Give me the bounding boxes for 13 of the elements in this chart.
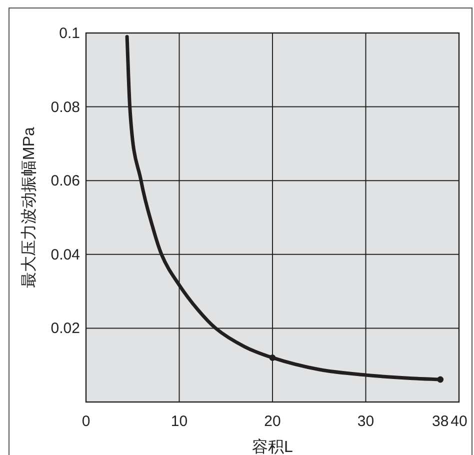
x-axis-title: 容积L (252, 438, 294, 455)
x-tick-label: 40 (450, 413, 468, 430)
y-tick-label: 0.02 (50, 320, 80, 338)
x-tick-label: 0 (82, 413, 90, 430)
x-tick-label: 38 (432, 413, 449, 430)
x-tick-label: 20 (264, 413, 281, 430)
x-tick-label: 10 (170, 413, 188, 430)
y-tick-label: 0.06 (50, 172, 80, 190)
y-tick-label: 0.1 (59, 25, 80, 42)
y-axis-title: 最大压力波动振幅MPa (20, 126, 38, 288)
y-tick-label: 0.04 (50, 246, 80, 264)
x-tick-label: 30 (357, 413, 374, 430)
y-tick-label: 0.08 (50, 98, 80, 116)
